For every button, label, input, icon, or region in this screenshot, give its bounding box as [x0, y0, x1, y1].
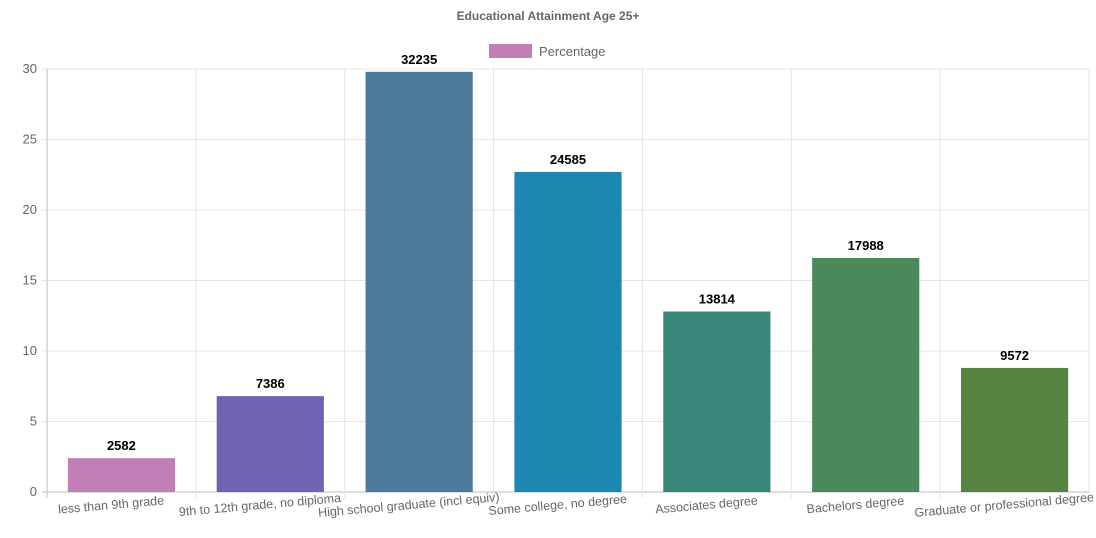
x-tick-label: Some college, no degree: [488, 492, 628, 518]
bar: [960, 367, 1069, 492]
bars: [67, 71, 1069, 492]
data-labels: 2582 7386 32235 24585 13814 17988 9572: [107, 52, 1029, 453]
legend-label: Percentage: [539, 44, 606, 59]
data-label: 13814: [699, 292, 736, 307]
x-tick-label: 9th to 12th grade, no diploma: [178, 491, 341, 519]
y-tick-label: 25: [23, 132, 37, 147]
bar: [365, 71, 473, 492]
bar: [663, 311, 771, 492]
x-axis-ticks: less than 9th grade 9th to 12th grade, no…: [58, 490, 1095, 520]
data-label: 7386: [256, 376, 285, 391]
y-tick-label: 10: [23, 343, 37, 358]
x-tick-label: Associates degree: [655, 494, 759, 517]
data-label: 17988: [848, 238, 884, 253]
bar: [216, 396, 324, 492]
y-tick-label: 0: [30, 484, 37, 499]
legend[interactable]: Percentage: [489, 44, 606, 59]
data-label: 9572: [1000, 348, 1029, 363]
data-label: 24585: [550, 152, 586, 167]
bar: [514, 171, 622, 492]
bar: [812, 257, 920, 492]
x-tick-label: Graduate or professional degree: [914, 490, 1095, 520]
y-axis-ticks: 0 5 10 15 20 25 30: [23, 61, 37, 499]
x-tick-label: less than 9th grade: [58, 493, 165, 516]
y-tick-label: 20: [23, 202, 37, 217]
bar: [67, 458, 176, 492]
data-label: 32235: [401, 52, 437, 67]
x-tick-label: Bachelors degree: [806, 494, 905, 516]
y-tick-label: 30: [23, 61, 37, 76]
data-label: 2582: [107, 438, 136, 453]
y-tick-label: 15: [23, 273, 37, 288]
chart-title: Educational Attainment Age 25+: [457, 9, 640, 23]
legend-swatch: [489, 44, 532, 58]
y-tick-label: 5: [30, 414, 37, 429]
